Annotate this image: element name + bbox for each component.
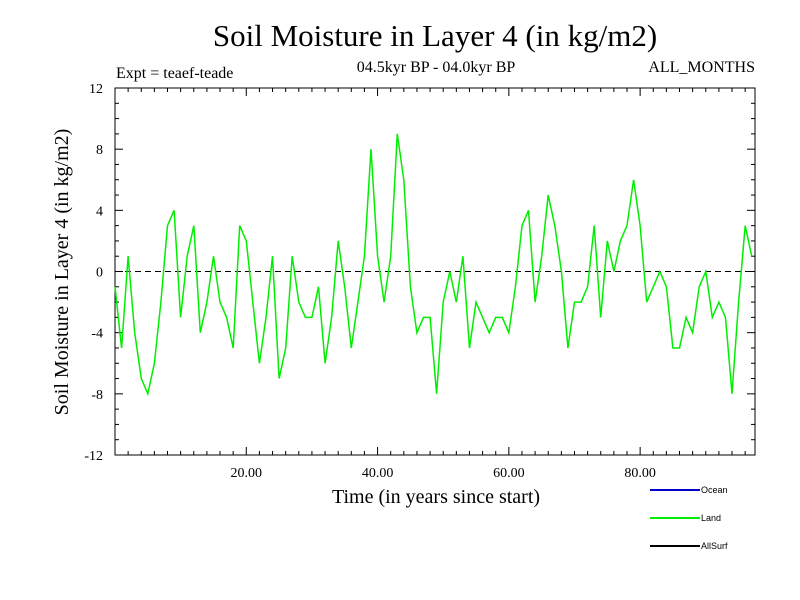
- x-tick-label: 60.00: [493, 466, 525, 481]
- subtitle-expt: Expt = teaef-teade: [116, 65, 233, 82]
- x-tick-label: 20.00: [231, 466, 263, 481]
- y-tick-labels: -12 -8 -4 0 4 8 12: [84, 82, 103, 464]
- y-axis-label: Soil Moisture in Layer 4 (in kg/m2): [51, 129, 73, 416]
- legend-label-allsurf: AllSurf: [701, 541, 728, 551]
- y-tick-label: 4: [96, 204, 103, 219]
- x-tick-label: 40.00: [362, 466, 394, 481]
- y-tick-label: -4: [91, 327, 103, 342]
- legend: Ocean Land AllSurf: [650, 485, 728, 551]
- y-tick-label: 8: [96, 143, 103, 158]
- y-tick-label: 0: [96, 266, 103, 281]
- legend-label-ocean: Ocean: [701, 485, 728, 495]
- y-tick-label: -8: [91, 388, 103, 403]
- y-tick-label: 12: [89, 82, 103, 97]
- axis-ticks: [115, 87, 755, 456]
- land-series-line: [114, 133, 753, 397]
- x-tick-label: 80.00: [624, 466, 656, 481]
- x-tick-labels: 20.00 40.00 60.00 80.00: [231, 466, 656, 481]
- subtitle-months: ALL_MONTHS: [648, 59, 755, 76]
- subtitle-period: 04.5kyr BP - 04.0kyr BP: [357, 59, 516, 76]
- chart-title: Soil Moisture in Layer 4 (in kg/m2): [213, 18, 657, 53]
- legend-label-land: Land: [701, 513, 721, 523]
- x-axis-label: Time (in years since start): [332, 486, 540, 508]
- y-tick-label: -12: [84, 449, 103, 464]
